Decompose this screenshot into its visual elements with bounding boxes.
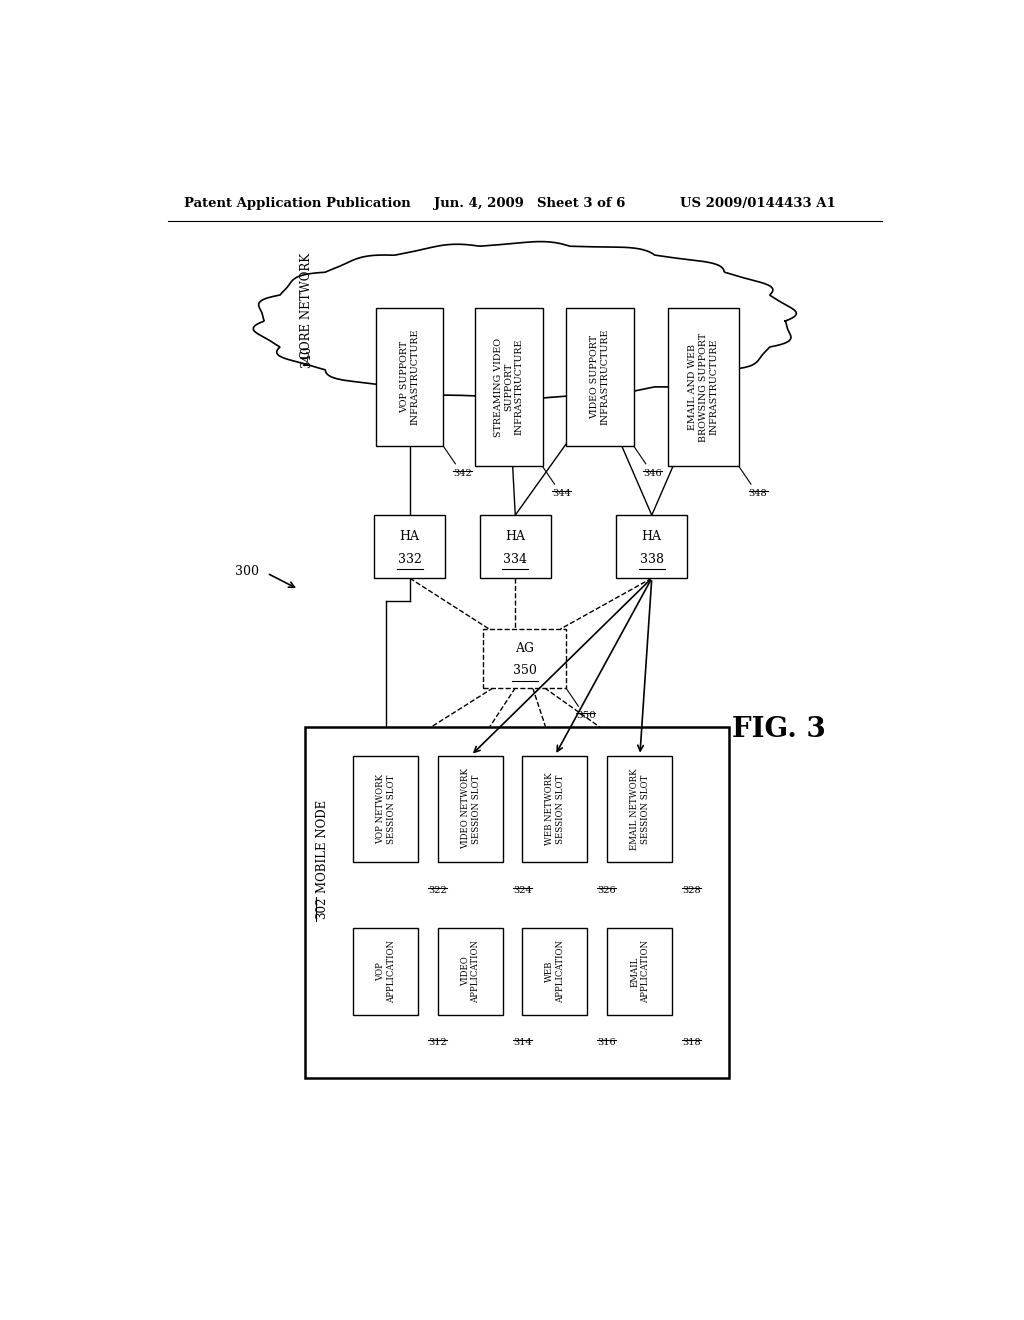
FancyBboxPatch shape (353, 755, 419, 862)
Text: 312: 312 (428, 1038, 446, 1047)
Text: VOP
APPLICATION: VOP APPLICATION (376, 940, 395, 1003)
Text: EMAIL AND WEB
BROWSING SUPPORT
INFRASTRUCTURE: EMAIL AND WEB BROWSING SUPPORT INFRASTRU… (688, 333, 718, 442)
Text: AG: AG (515, 642, 535, 655)
Polygon shape (253, 242, 797, 400)
Text: 326: 326 (597, 886, 615, 895)
Text: WEB NETWORK
SESSION SLOT: WEB NETWORK SESSION SLOT (545, 772, 564, 845)
Text: 302: 302 (315, 896, 329, 919)
Text: STREAMING VIDEO
SUPPORT
INFRASTRUCTURE: STREAMING VIDEO SUPPORT INFRASTRUCTURE (494, 338, 524, 437)
FancyBboxPatch shape (607, 755, 673, 862)
FancyBboxPatch shape (475, 309, 543, 466)
Text: VIDEO
APPLICATION: VIDEO APPLICATION (461, 940, 480, 1003)
FancyBboxPatch shape (374, 515, 445, 578)
Text: 338: 338 (640, 553, 664, 566)
Text: WEB
APPLICATION: WEB APPLICATION (545, 940, 564, 1003)
Text: 324: 324 (513, 886, 531, 895)
Text: US 2009/0144433 A1: US 2009/0144433 A1 (680, 197, 836, 210)
Text: 328: 328 (682, 886, 700, 895)
Text: VOP NETWORK
SESSION SLOT: VOP NETWORK SESSION SLOT (376, 774, 395, 843)
Text: CORE NETWORK: CORE NETWORK (300, 252, 313, 359)
FancyBboxPatch shape (438, 928, 504, 1015)
Text: 342: 342 (453, 469, 472, 478)
Text: FIG. 3: FIG. 3 (732, 717, 825, 743)
Text: 322: 322 (428, 886, 446, 895)
FancyBboxPatch shape (304, 727, 729, 1077)
Text: Sheet 3 of 6: Sheet 3 of 6 (537, 197, 625, 210)
Text: VIDEO SUPPORT
INFRASTRUCTURE: VIDEO SUPPORT INFRASTRUCTURE (591, 329, 610, 425)
FancyBboxPatch shape (483, 630, 566, 688)
Text: 318: 318 (682, 1038, 700, 1047)
Text: EMAIL NETWORK
SESSION SLOT: EMAIL NETWORK SESSION SLOT (630, 768, 649, 850)
FancyBboxPatch shape (353, 928, 419, 1015)
FancyBboxPatch shape (522, 928, 588, 1015)
Text: Patent Application Publication: Patent Application Publication (183, 197, 411, 210)
FancyBboxPatch shape (376, 309, 443, 446)
Text: 300: 300 (234, 565, 259, 578)
FancyBboxPatch shape (616, 515, 687, 578)
Text: 344: 344 (552, 490, 571, 498)
Text: HA: HA (505, 531, 525, 543)
FancyBboxPatch shape (438, 755, 504, 862)
Text: 350: 350 (575, 711, 596, 721)
Text: 340: 340 (300, 346, 313, 368)
Text: HA: HA (399, 531, 420, 543)
Text: MOBILE NODE: MOBILE NODE (315, 800, 329, 894)
Text: 314: 314 (513, 1038, 531, 1047)
FancyBboxPatch shape (479, 515, 551, 578)
FancyBboxPatch shape (566, 309, 634, 446)
Text: EMAIL
APPLICATION: EMAIL APPLICATION (630, 940, 649, 1003)
FancyBboxPatch shape (668, 309, 739, 466)
Text: 348: 348 (749, 490, 767, 498)
Text: VOP SUPPORT
INFRASTRUCTURE: VOP SUPPORT INFRASTRUCTURE (400, 329, 420, 425)
FancyBboxPatch shape (522, 755, 588, 862)
Text: 334: 334 (503, 553, 527, 566)
Text: 350: 350 (513, 664, 537, 677)
Text: 346: 346 (643, 469, 663, 478)
Text: VIDEO NETWORK
SESSION SLOT: VIDEO NETWORK SESSION SLOT (461, 768, 480, 849)
Text: 332: 332 (397, 553, 422, 566)
Text: HA: HA (642, 531, 662, 543)
Text: Jun. 4, 2009: Jun. 4, 2009 (433, 197, 523, 210)
FancyBboxPatch shape (607, 928, 673, 1015)
Text: 316: 316 (597, 1038, 615, 1047)
